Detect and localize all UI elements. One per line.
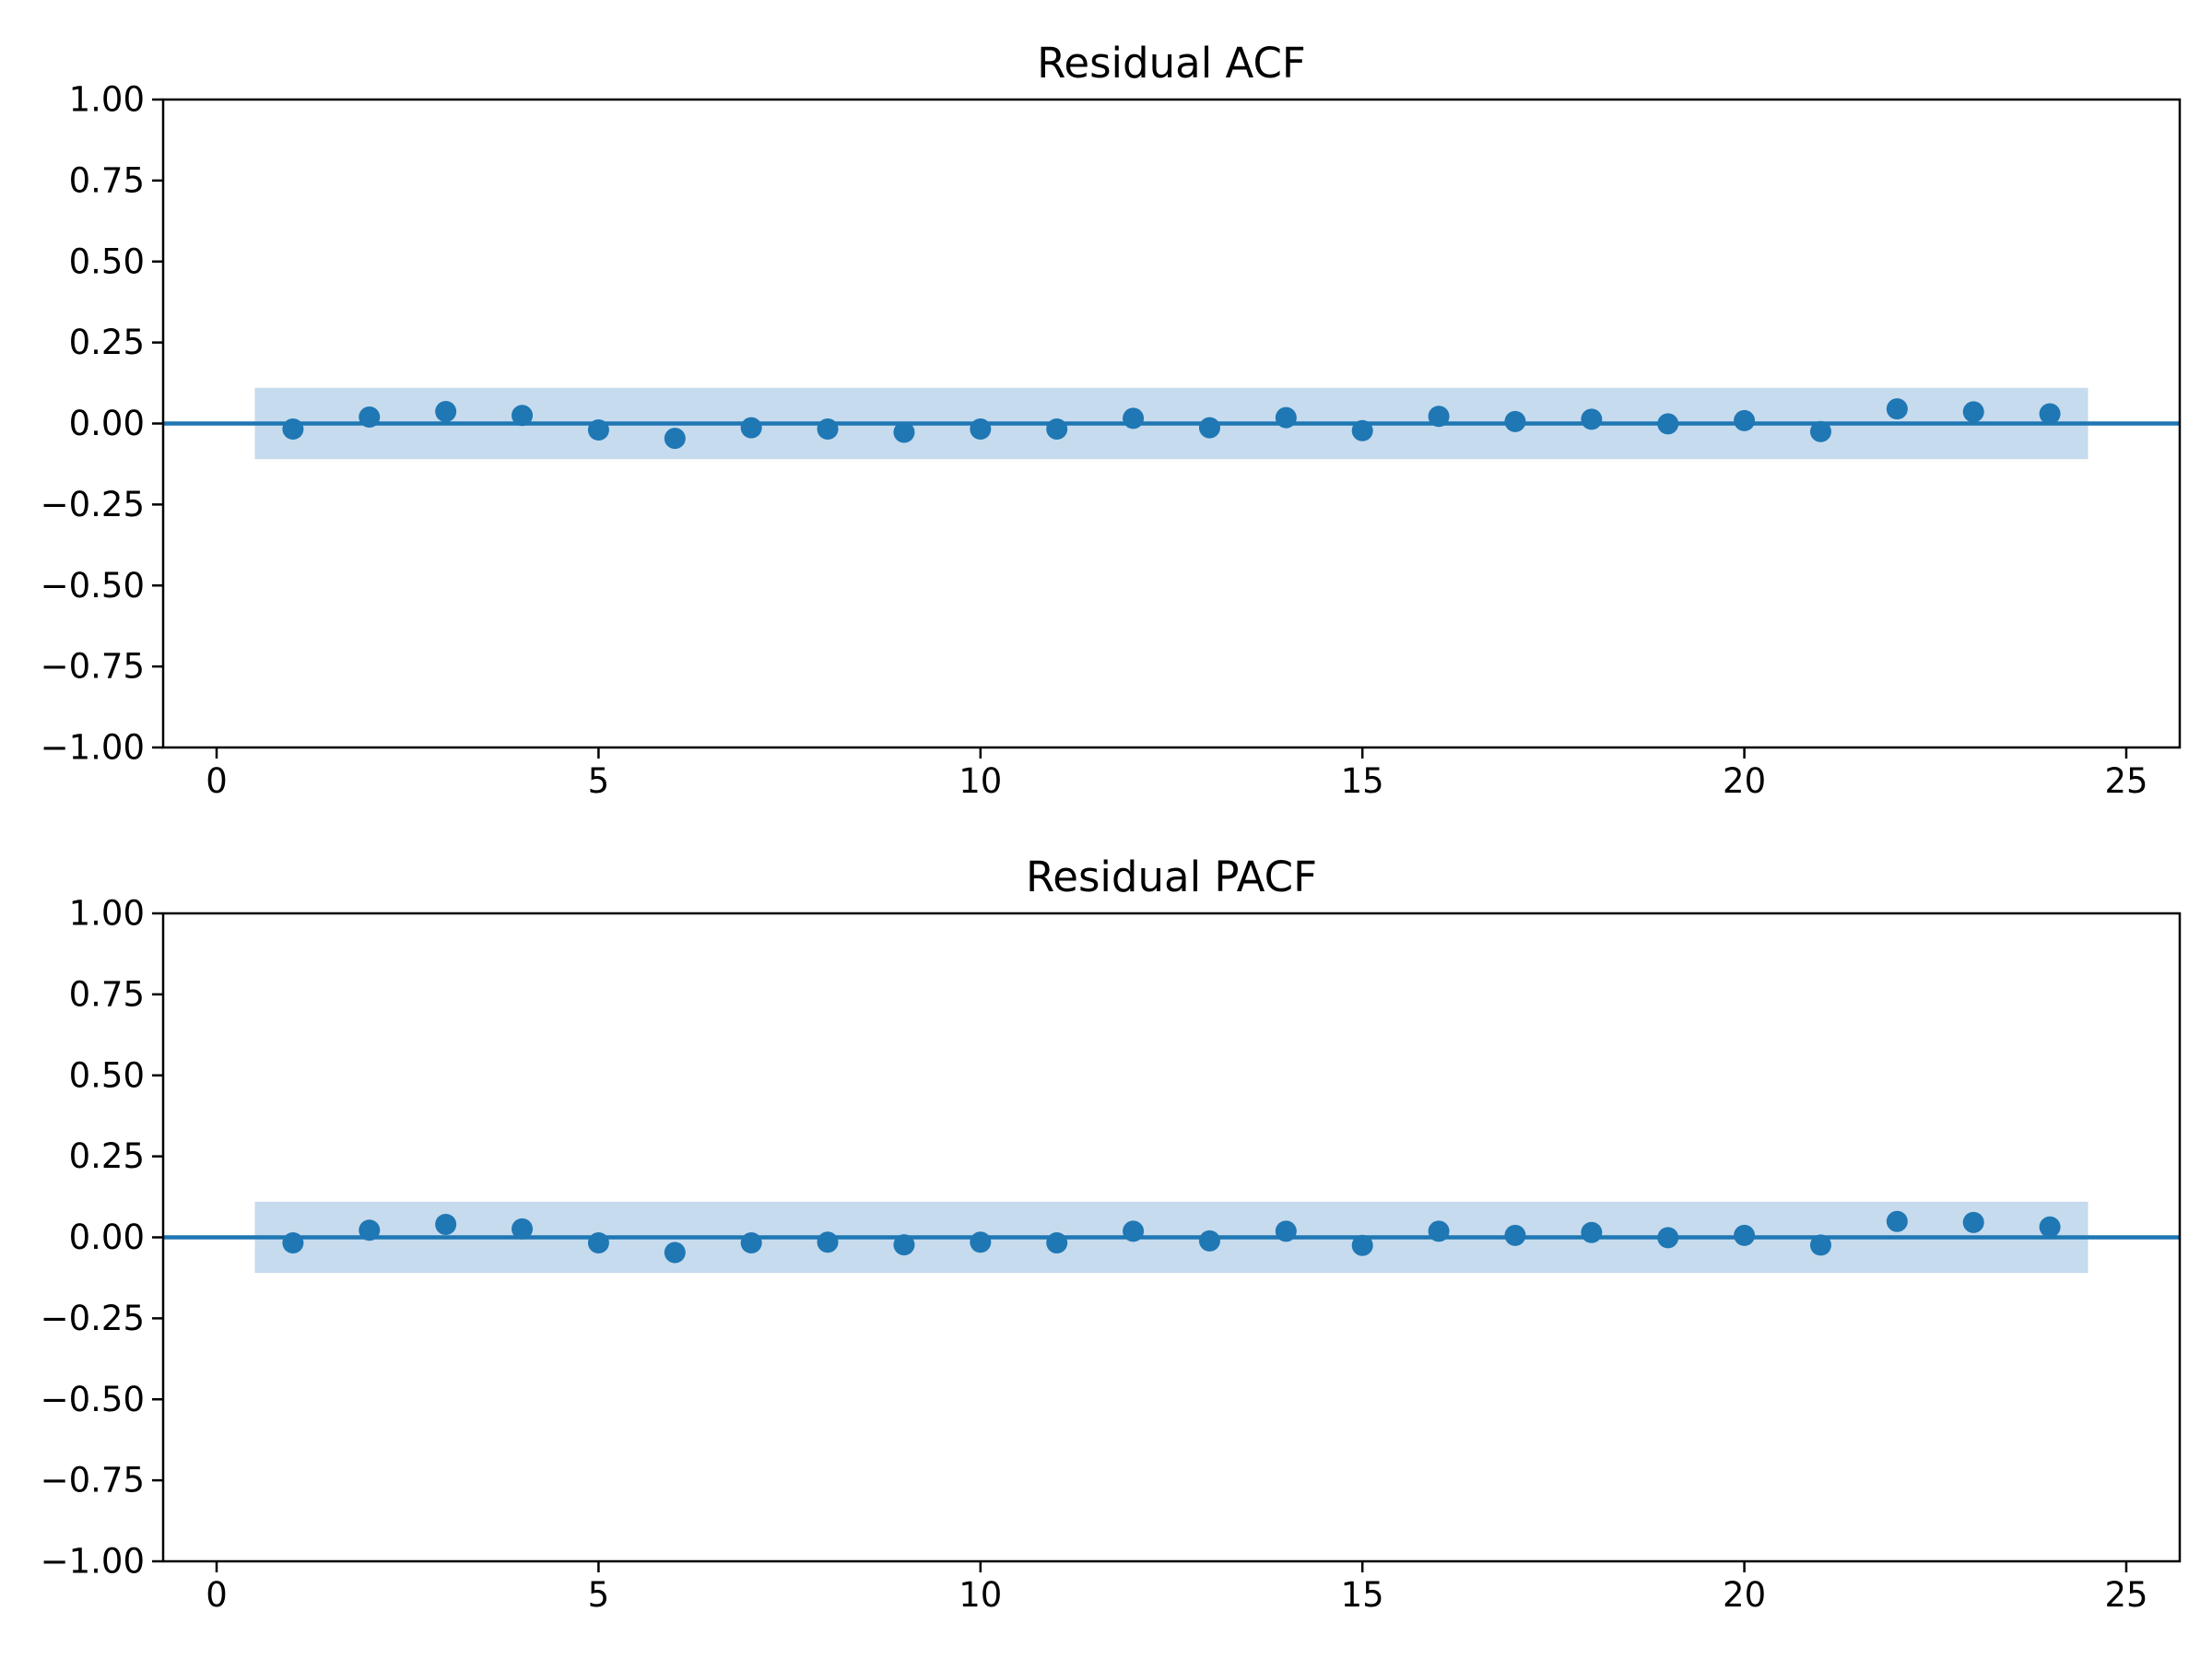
y-tick-label: 0.75 [69, 974, 145, 1014]
y-tick-label: −0.75 [41, 1461, 145, 1500]
x-tick-label: 10 [959, 761, 1002, 801]
data-point [1275, 406, 1297, 429]
x-tick-label: 15 [1341, 761, 1384, 801]
y-tick-label: −1.00 [41, 728, 145, 768]
data-point [587, 419, 609, 441]
y-tick-label: 1.00 [69, 80, 145, 120]
data-point [1351, 1234, 1373, 1256]
y-tick-label: −0.25 [41, 485, 145, 524]
data-point [1809, 1234, 1831, 1256]
y-tick-label: 0.00 [69, 404, 145, 443]
data-point [435, 400, 457, 422]
data-point [512, 405, 534, 427]
x-tick-label: 25 [2104, 1575, 2147, 1615]
data-point [1657, 1227, 1679, 1249]
data-point [282, 418, 304, 440]
chart-title: Residual ACF [1037, 39, 1306, 88]
data-point [1581, 1221, 1603, 1243]
x-tick-label: 20 [1723, 761, 1766, 801]
y-tick-label: 1.00 [69, 894, 145, 934]
data-point [1734, 409, 1756, 431]
data-point [1275, 1220, 1297, 1242]
y-tick-label: −1.00 [41, 1542, 145, 1582]
x-tick-label: 5 [588, 1575, 610, 1615]
y-tick-label: −0.50 [41, 1380, 145, 1419]
y-tick-label: 0.00 [69, 1218, 145, 1257]
x-tick-label: 25 [2104, 761, 2147, 801]
acf-subplot: 1.00 0.75 0.50 0.25 0.00 −0.25 −0.50 −0.75 −1.00… [41, 39, 2182, 801]
data-point [1962, 401, 1984, 423]
data-point [740, 1231, 762, 1253]
data-point [893, 1234, 915, 1256]
data-point [1428, 406, 1450, 428]
data-point [1962, 1211, 1984, 1233]
data-point [817, 418, 839, 440]
y-tick-label: 0.50 [69, 241, 145, 281]
data-point [1809, 420, 1831, 442]
data-point [664, 428, 686, 450]
data-point [359, 1219, 381, 1241]
data-point [817, 1231, 839, 1253]
y-tick-label: 0.50 [69, 1055, 145, 1095]
data-point [2039, 403, 2061, 425]
data-point [970, 418, 992, 440]
data-point [282, 1231, 304, 1253]
y-tick-label: −0.75 [41, 647, 145, 687]
x-tick-label: 15 [1341, 1575, 1384, 1615]
data-point [587, 1231, 609, 1253]
y-tick-label: 0.25 [69, 1136, 145, 1176]
data-point [1123, 407, 1145, 429]
data-point [1351, 419, 1373, 441]
data-point [1198, 417, 1220, 439]
data-point [512, 1218, 534, 1240]
data-point [1198, 1230, 1220, 1252]
pacf-subplot: 1.00 0.75 0.50 0.25 0.00 −0.25 −0.50 −0.75 −1.00… [41, 853, 2182, 1615]
data-point [435, 1213, 457, 1235]
y-tick-label: −0.25 [41, 1299, 145, 1338]
y-tick-label: 0.75 [69, 160, 145, 200]
data-point [1734, 1224, 1756, 1246]
data-point [359, 406, 381, 428]
data-point [893, 421, 915, 443]
y-tick-label: 0.25 [69, 323, 145, 362]
x-tick-label: 10 [959, 1575, 1002, 1615]
data-point [1046, 1231, 1068, 1253]
data-point [1657, 413, 1679, 435]
x-tick-label: 0 [206, 761, 228, 801]
y-tick-label: −0.50 [41, 566, 145, 606]
data-point [740, 417, 762, 439]
x-tick-label: 20 [1723, 1575, 1766, 1615]
data-point [1123, 1220, 1145, 1242]
data-point [664, 1241, 686, 1264]
data-point [1504, 410, 1526, 432]
data-point [970, 1231, 992, 1253]
chart-title: Residual PACF [1026, 853, 1317, 901]
x-tick-label: 0 [206, 1575, 228, 1615]
data-point [1046, 418, 1068, 440]
data-point [1428, 1220, 1450, 1242]
data-point [1886, 398, 1908, 420]
data-point [1581, 408, 1603, 430]
data-point [2039, 1216, 2061, 1238]
x-tick-label: 5 [588, 761, 610, 801]
data-point [1886, 1210, 1908, 1232]
data-point [1504, 1224, 1526, 1246]
